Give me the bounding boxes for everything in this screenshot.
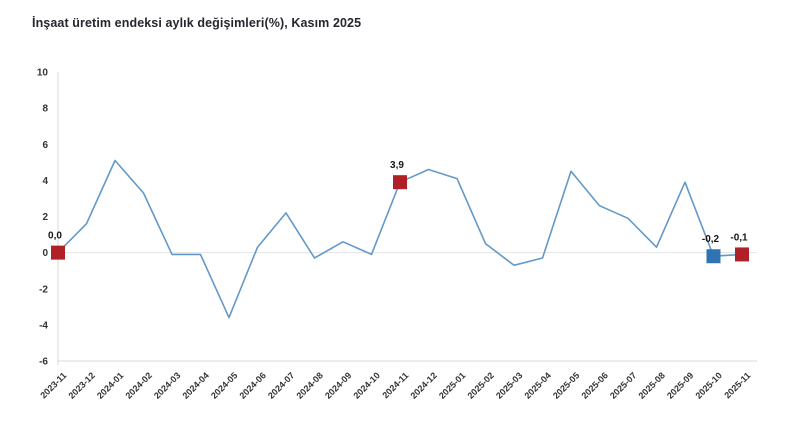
y-tick-label: 4 [42, 176, 48, 187]
x-tick-label: 2024-08 [294, 370, 324, 400]
x-tick-label: 2025-05 [551, 370, 581, 400]
highlight-marker-2025-11 [735, 247, 749, 262]
highlight-marker-2024-11 [393, 175, 407, 190]
y-tick-label: 0 [42, 248, 48, 259]
chart-title: İnşaat üretim endeksi aylık değişimleri(… [32, 16, 362, 30]
x-tick-label: 2025-10 [693, 370, 723, 400]
x-tick-label: 2024-11 [380, 370, 410, 400]
highlight-marker-2025-10 [706, 249, 721, 264]
x-tick-label: 2024-10 [351, 370, 381, 400]
x-tick-label: 2025-11 [722, 370, 752, 400]
x-tick-label: 2025-03 [494, 370, 524, 400]
x-tick-label: 2025-02 [465, 370, 495, 400]
x-tick-label: 2024-12 [408, 370, 438, 400]
point-label-2024-11: 3,9 [390, 160, 404, 171]
x-tick-label: 2024-03 [152, 370, 182, 400]
x-tick-label: 2024-06 [237, 370, 267, 400]
x-tick-label: 2024-01 [95, 370, 125, 400]
highlight-marker-2023-11 [51, 245, 65, 260]
x-tick-label: 2024-07 [266, 370, 296, 400]
x-tick-label: 2023-12 [66, 370, 96, 400]
point-label-2025-10: -0,2 [702, 234, 720, 245]
y-tick-label: -4 [39, 320, 48, 331]
x-tick-label: 2025-06 [579, 370, 609, 400]
x-tick-label: 2025-09 [665, 370, 695, 400]
x-tick-label: 2023-11 [38, 370, 68, 400]
x-tick-label: 2025-08 [636, 370, 666, 400]
y-tick-label: 6 [42, 140, 48, 151]
y-tick-label: -2 [39, 284, 48, 295]
x-tick-label: 2024-02 [123, 370, 153, 400]
x-tick-label: 2024-05 [209, 370, 239, 400]
y-tick-label: 8 [42, 104, 48, 115]
y-tick-label: -6 [39, 357, 48, 368]
y-tick-label: 2 [42, 212, 48, 223]
x-tick-label: 2025-07 [608, 370, 638, 400]
x-tick-label: 2025-04 [522, 370, 552, 400]
x-tick-label: 2024-04 [180, 370, 210, 400]
x-tick-label: 2024-09 [323, 370, 353, 400]
point-label-2025-11: -0,1 [730, 232, 748, 243]
y-tick-label: 10 [37, 68, 49, 79]
point-label-2023-11: 0,0 [48, 231, 62, 242]
x-tick-label: 2025-01 [437, 370, 467, 400]
